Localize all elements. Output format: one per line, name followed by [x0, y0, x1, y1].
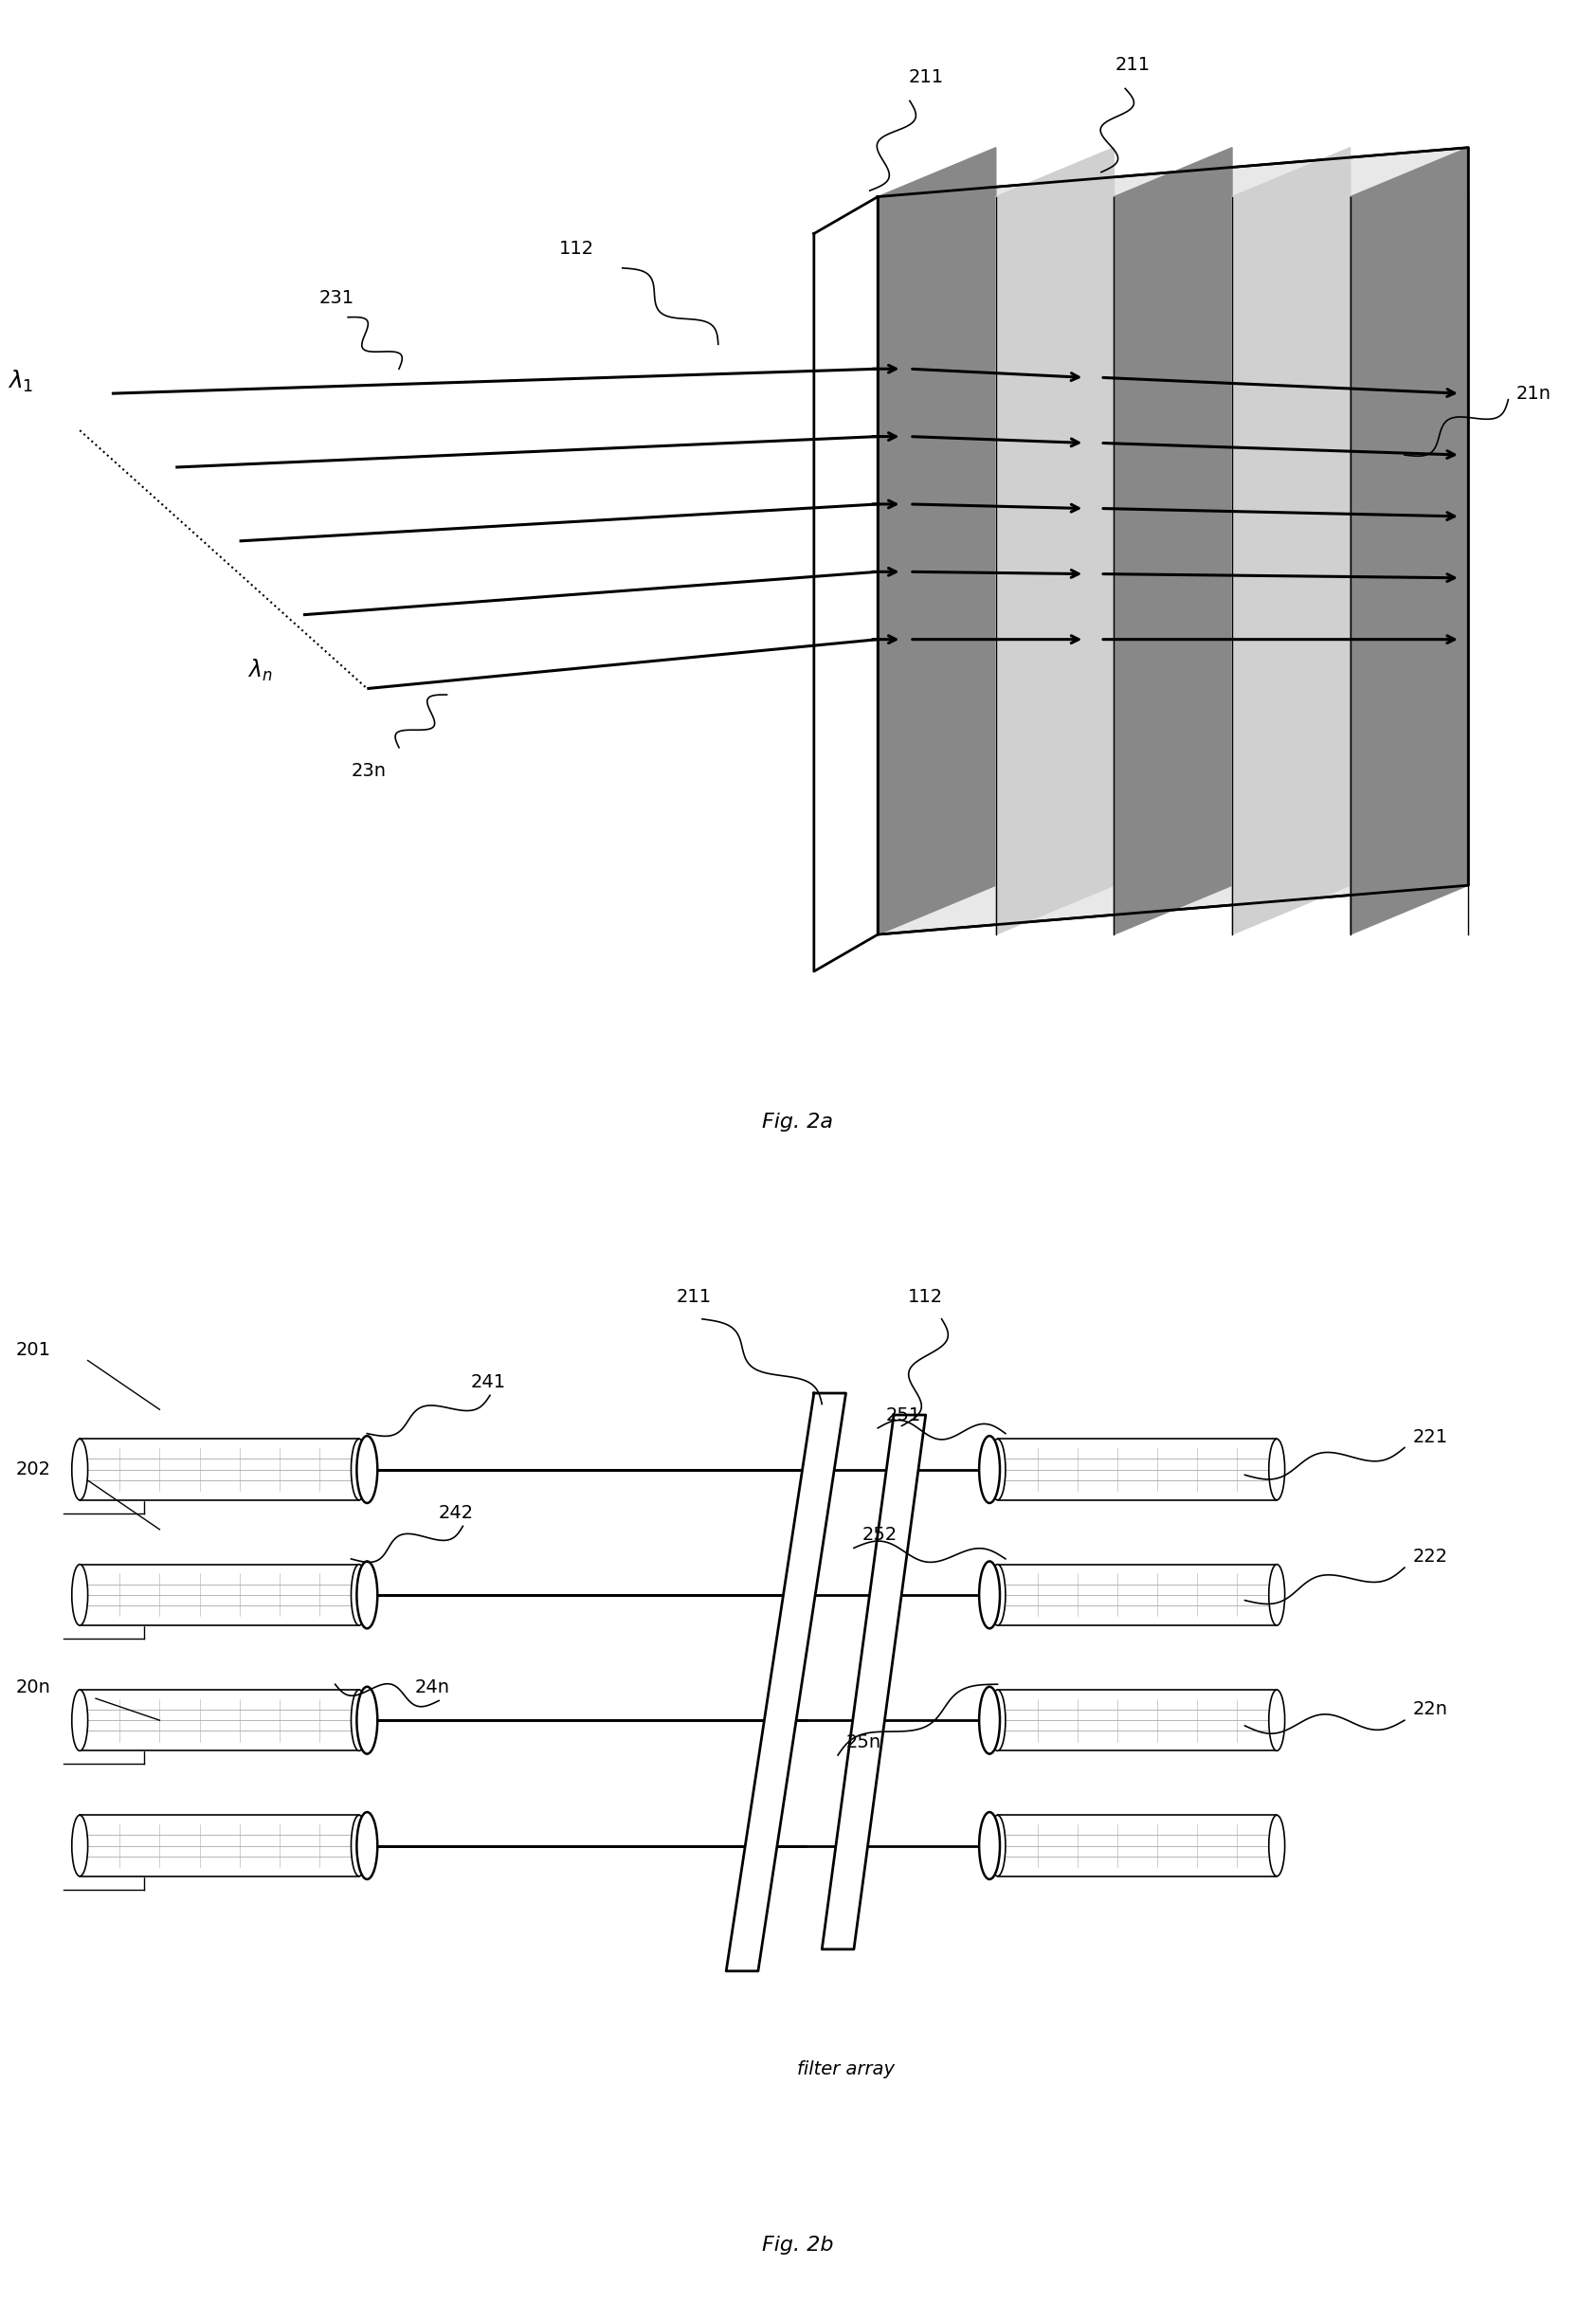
Text: 211: 211 [1116, 56, 1151, 74]
Text: $\lambda_n$: $\lambda_n$ [247, 657, 273, 682]
Text: 202: 202 [16, 1462, 51, 1478]
Text: 20n: 20n [16, 1680, 51, 1696]
Ellipse shape [990, 1814, 1005, 1877]
Polygon shape [998, 1438, 1277, 1501]
Text: 24n: 24n [415, 1680, 450, 1696]
Polygon shape [998, 1814, 1277, 1877]
Ellipse shape [351, 1814, 367, 1877]
Text: 112: 112 [908, 1288, 943, 1306]
Text: 231: 231 [319, 290, 354, 309]
Ellipse shape [351, 1564, 367, 1626]
Polygon shape [1114, 148, 1232, 935]
Ellipse shape [356, 1687, 378, 1754]
Ellipse shape [980, 1436, 999, 1503]
Ellipse shape [1269, 1689, 1285, 1752]
Text: 242: 242 [439, 1503, 474, 1522]
Text: 201: 201 [16, 1341, 51, 1360]
Text: 211: 211 [908, 67, 943, 86]
Text: Fig. 2a: Fig. 2a [763, 1111, 833, 1132]
Polygon shape [878, 148, 1468, 935]
Ellipse shape [990, 1564, 1005, 1626]
Polygon shape [998, 1564, 1277, 1626]
Ellipse shape [72, 1564, 88, 1626]
Ellipse shape [351, 1438, 367, 1501]
Text: 22n: 22n [1412, 1701, 1448, 1719]
Ellipse shape [351, 1689, 367, 1752]
Ellipse shape [980, 1812, 999, 1879]
Ellipse shape [1269, 1564, 1285, 1626]
Ellipse shape [990, 1689, 1005, 1752]
Polygon shape [80, 1689, 359, 1752]
Ellipse shape [1269, 1438, 1285, 1501]
Ellipse shape [980, 1687, 999, 1754]
Polygon shape [878, 148, 996, 935]
Polygon shape [822, 1415, 926, 1949]
Text: 112: 112 [559, 241, 594, 258]
Ellipse shape [72, 1438, 88, 1501]
Ellipse shape [356, 1436, 378, 1503]
Polygon shape [80, 1438, 359, 1501]
Text: 21n: 21n [1516, 385, 1551, 401]
Ellipse shape [980, 1561, 999, 1629]
Text: 211: 211 [677, 1288, 712, 1306]
Ellipse shape [72, 1689, 88, 1752]
Polygon shape [998, 1689, 1277, 1752]
Text: 251: 251 [886, 1406, 921, 1424]
Text: 252: 252 [862, 1527, 897, 1543]
Polygon shape [1232, 148, 1350, 935]
Text: Fig. 2b: Fig. 2b [763, 2236, 833, 2255]
Ellipse shape [1269, 1814, 1285, 1877]
Ellipse shape [990, 1438, 1005, 1501]
Polygon shape [726, 1392, 846, 1972]
Text: 241: 241 [471, 1373, 506, 1392]
Text: 23n: 23n [351, 763, 386, 780]
Ellipse shape [72, 1814, 88, 1877]
Text: 25n: 25n [846, 1733, 881, 1752]
Text: $\lambda_1$: $\lambda_1$ [8, 369, 34, 394]
Polygon shape [80, 1814, 359, 1877]
Text: 222: 222 [1412, 1547, 1448, 1566]
Text: 221: 221 [1412, 1427, 1448, 1445]
Ellipse shape [356, 1812, 378, 1879]
Ellipse shape [356, 1561, 378, 1629]
Polygon shape [814, 197, 878, 972]
Polygon shape [1350, 148, 1468, 935]
Text: filter array: filter array [796, 2060, 895, 2079]
Polygon shape [80, 1564, 359, 1626]
Polygon shape [996, 148, 1114, 935]
